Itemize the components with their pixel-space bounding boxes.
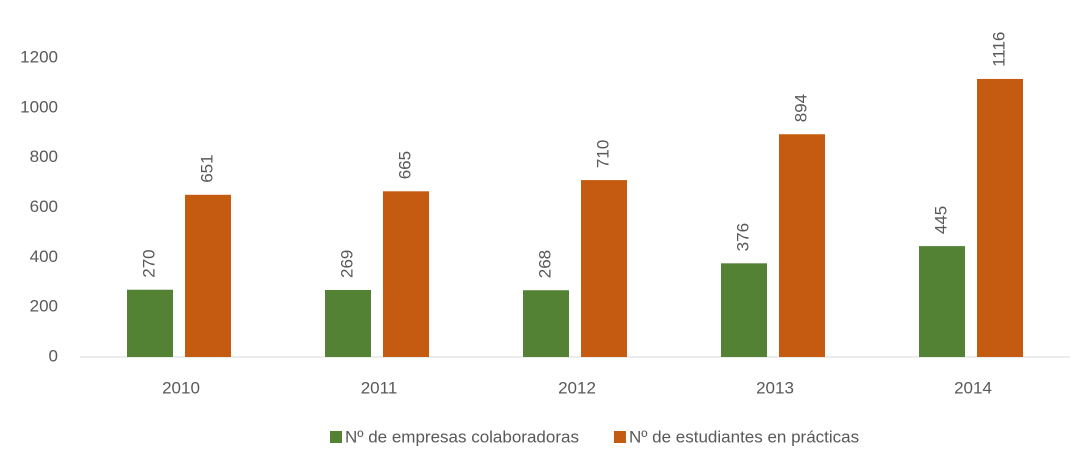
data-label: 269 xyxy=(337,250,356,278)
data-label: 894 xyxy=(791,94,810,122)
data-label: 270 xyxy=(139,249,158,277)
x-tick-label: 2012 xyxy=(558,378,596,397)
bar xyxy=(523,290,569,357)
legend-label: Nº de empresas colaboradoras xyxy=(345,427,579,446)
y-tick-label: 600 xyxy=(30,197,58,216)
bar xyxy=(721,263,767,357)
bar xyxy=(185,194,231,357)
data-label: 445 xyxy=(931,206,950,234)
legend-swatch xyxy=(613,431,626,443)
data-label: 376 xyxy=(733,223,752,251)
bar xyxy=(919,246,965,357)
data-label: 665 xyxy=(395,151,414,179)
data-label: 268 xyxy=(535,250,554,278)
x-tick-label: 2011 xyxy=(361,378,398,397)
x-tick-label: 2010 xyxy=(162,378,200,397)
x-tick-label: 2013 xyxy=(756,378,794,397)
y-tick-label: 400 xyxy=(30,247,58,266)
y-tick-label: 0 xyxy=(49,346,58,365)
x-tick-label: 2014 xyxy=(954,378,992,397)
legend-label: Nº de estudiantes en prácticas xyxy=(629,427,859,446)
y-tick-label: 800 xyxy=(30,147,58,166)
bar xyxy=(779,134,825,357)
data-label: 1116 xyxy=(989,32,1008,67)
bar xyxy=(127,289,173,357)
bar xyxy=(977,78,1023,358)
y-tick-label: 1200 xyxy=(20,47,58,66)
y-tick-label: 1000 xyxy=(20,97,58,116)
bar xyxy=(581,180,627,357)
y-tick-label: 200 xyxy=(30,297,58,316)
data-label: 651 xyxy=(197,154,216,182)
bar xyxy=(325,289,371,357)
data-label: 710 xyxy=(593,140,612,168)
legend-swatch xyxy=(330,431,342,443)
bar xyxy=(383,191,429,357)
